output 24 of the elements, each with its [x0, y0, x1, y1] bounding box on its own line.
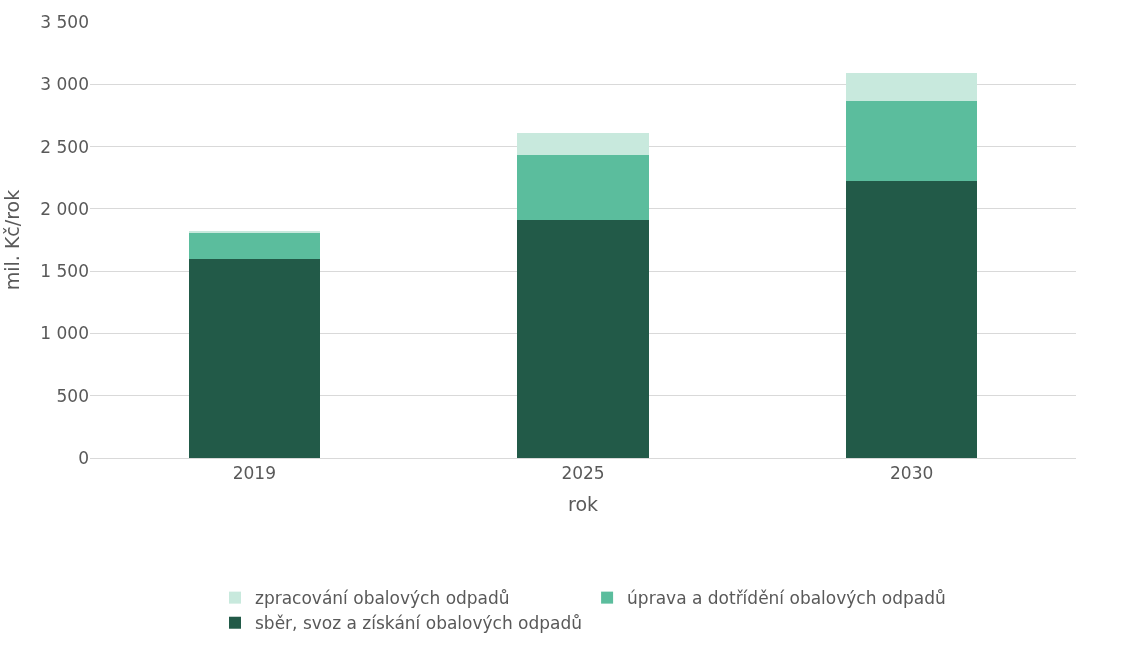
y-tick-label: 3 500	[40, 11, 89, 32]
bar	[188, 258, 321, 458]
y-tick-label: 2 000	[40, 198, 89, 219]
bar	[517, 220, 649, 458]
y-tick-label: 1 000	[40, 323, 89, 344]
y-tick-label: 2 500	[40, 136, 89, 157]
x-axis-title: rok	[567, 493, 599, 516]
x-tick-label: 2025	[561, 463, 605, 484]
bar	[845, 73, 978, 102]
x-tick-label: 2019	[232, 463, 276, 484]
legend-label: zpracování obalových odpadů	[255, 588, 510, 609]
legend-label: sběr, svoz a získání obalových odpadů	[255, 613, 583, 634]
bar	[517, 155, 649, 221]
y-tick-label: 1 500	[40, 261, 89, 282]
legend-label: úprava a dotřídění obalových odpadů	[627, 588, 946, 609]
y-tick-label: 0	[78, 447, 89, 468]
y-axis-title: mil. Kč/rok	[1, 189, 24, 291]
bar	[845, 101, 978, 182]
y-tick-label: 3 000	[40, 74, 89, 95]
bar	[188, 233, 321, 259]
x-tick-label: 2030	[890, 463, 934, 484]
bar	[517, 132, 649, 156]
bar	[845, 181, 978, 458]
y-tick-label: 500	[56, 385, 89, 406]
